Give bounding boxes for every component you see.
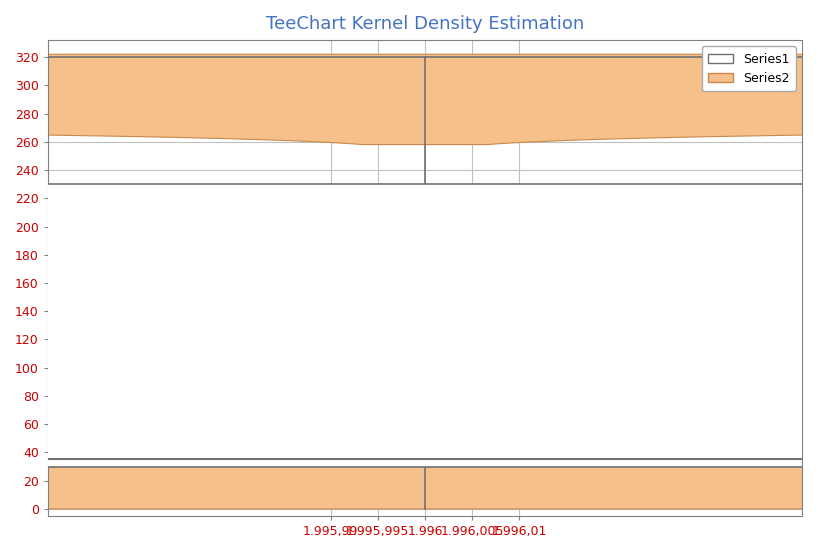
- Legend: Series1, Series2: Series1, Series2: [702, 46, 796, 91]
- Bar: [0, 184, 817, 467]
- Text: KDE
Resolution: 100
Bandwidth: 20: KDE Resolution: 100 Bandwidth: 20: [693, 364, 791, 406]
- Title: TeeChart Kernel Density Estimation: TeeChart Kernel Density Estimation: [266, 15, 584, 33]
